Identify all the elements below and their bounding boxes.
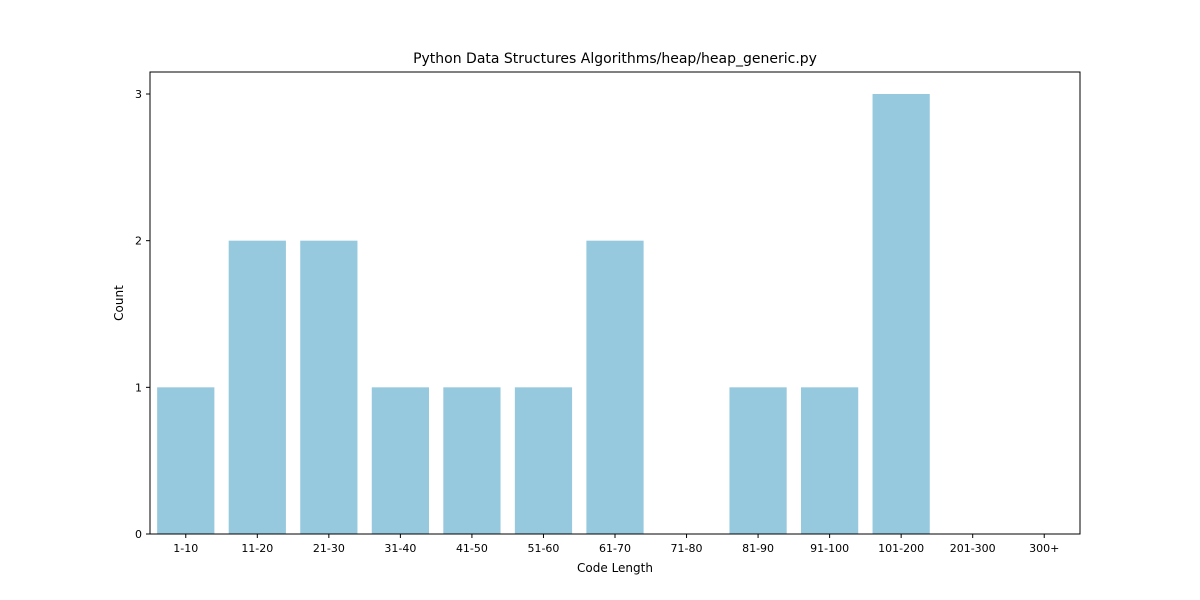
y-tick-label: 1 xyxy=(135,381,142,394)
x-tick-label: 61-70 xyxy=(599,542,631,555)
x-tick-label: 31-40 xyxy=(384,542,416,555)
bar-1-10 xyxy=(157,387,214,534)
bar-41-50 xyxy=(443,387,500,534)
x-tick-label: 201-300 xyxy=(950,542,996,555)
y-axis-label: Count xyxy=(112,285,126,321)
chart-title: Python Data Structures Algorithms/heap/h… xyxy=(413,51,817,67)
x-tick-label: 51-60 xyxy=(527,542,559,555)
bar-11-20 xyxy=(229,241,286,534)
y-axis: 0 1 2 3 xyxy=(135,88,150,541)
y-tick-label: 2 xyxy=(135,235,142,248)
bars-group xyxy=(157,94,930,534)
bar-91-100 xyxy=(801,387,858,534)
x-tick-label: 41-50 xyxy=(456,542,488,555)
x-tick-label: 101-200 xyxy=(878,542,924,555)
bar-51-60 xyxy=(515,387,572,534)
x-tick-label: 21-30 xyxy=(313,542,345,555)
x-tick-label: 91-100 xyxy=(810,542,849,555)
y-tick-label: 3 xyxy=(135,88,142,101)
x-tick-label: 81-90 xyxy=(742,542,774,555)
x-tick-label: 1-10 xyxy=(173,542,198,555)
x-tick-label: 11-20 xyxy=(241,542,273,555)
bar-61-70 xyxy=(586,241,643,534)
x-axis: 1-10 11-20 21-30 31-40 41-50 51-60 61-70 71-80 8… xyxy=(173,534,1059,555)
x-axis-label: Code Length xyxy=(577,561,653,575)
bar-101-200 xyxy=(873,94,930,534)
x-tick-label: 300+ xyxy=(1029,542,1059,555)
x-tick-label: 71-80 xyxy=(671,542,703,555)
y-tick-label: 0 xyxy=(135,528,142,541)
bar-81-90 xyxy=(729,387,786,534)
bar-31-40 xyxy=(372,387,429,534)
bar-21-30 xyxy=(300,241,357,534)
